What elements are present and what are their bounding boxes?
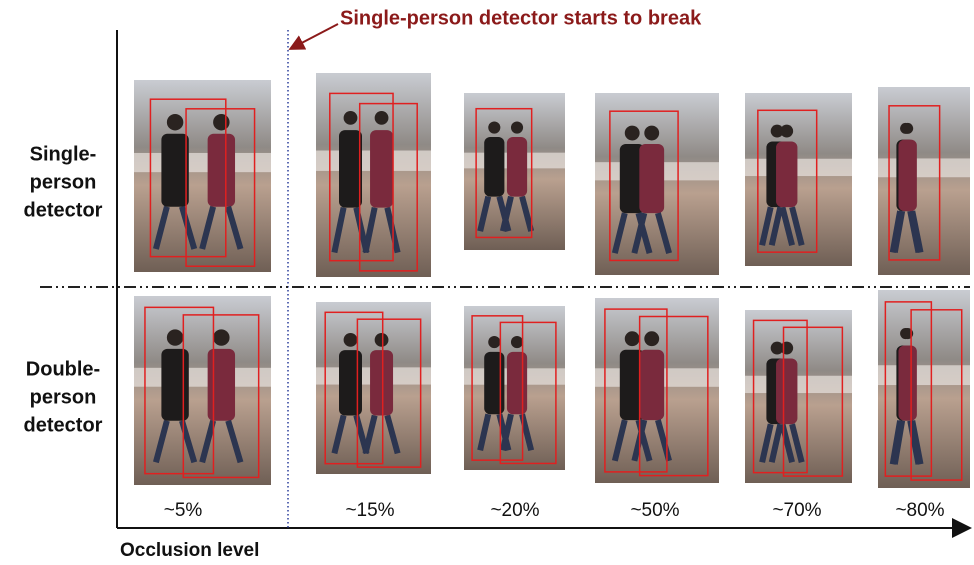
pedestrian-body xyxy=(484,352,504,414)
pedestrian-body xyxy=(507,352,527,414)
pedestrian-head xyxy=(344,111,358,125)
fence xyxy=(878,158,970,177)
pedestrian-body xyxy=(370,350,393,415)
occlusion-level: ~20% xyxy=(490,500,539,521)
row-label: Double- xyxy=(26,358,100,380)
pedestrian-head xyxy=(780,342,793,355)
figure: Single-person detector starts to break O… xyxy=(0,0,974,565)
pedestrian-body xyxy=(370,130,393,208)
pedestrian-body xyxy=(208,134,235,207)
pedestrian-head xyxy=(167,329,183,345)
photo-grid xyxy=(134,73,970,488)
pedestrian-head xyxy=(213,329,229,345)
pedestrian-head xyxy=(213,114,229,130)
row-label: detector xyxy=(24,414,103,436)
row-label: detector xyxy=(24,199,103,221)
pedestrian-body xyxy=(161,134,188,207)
pedestrian-body xyxy=(507,137,527,197)
pedestrian-head xyxy=(511,121,523,133)
annotation: Single-person detector starts to break xyxy=(340,7,702,29)
x-axis-label: Occlusion level xyxy=(120,540,259,561)
row-label: Single- xyxy=(30,143,97,165)
fence xyxy=(745,376,852,393)
fence xyxy=(745,159,852,176)
pedestrian-head xyxy=(625,126,640,141)
pedestrian-head xyxy=(644,126,659,141)
pedestrian-body xyxy=(776,141,797,207)
annotation-arrow xyxy=(292,24,338,48)
pedestrian-body xyxy=(339,350,362,415)
pedestrian-head xyxy=(375,111,389,125)
pedestrian-body xyxy=(208,349,235,421)
row-label: person xyxy=(30,386,97,408)
pedestrian-head xyxy=(488,336,500,348)
pedestrian-head xyxy=(511,336,523,348)
occlusion-level: ~70% xyxy=(772,500,821,521)
pedestrian-body xyxy=(161,349,188,421)
pedestrian-body xyxy=(639,144,664,213)
occlusion-level: ~80% xyxy=(895,500,944,521)
occlusion-level: ~15% xyxy=(345,500,394,521)
pedestrian-head xyxy=(488,121,500,133)
fence xyxy=(134,368,271,387)
fence xyxy=(878,365,970,385)
pedestrian-body xyxy=(898,140,916,211)
occlusion-level: ~5% xyxy=(164,500,203,521)
fence xyxy=(134,153,271,172)
pedestrian-head xyxy=(344,333,358,347)
pedestrian-body xyxy=(484,137,504,197)
pedestrian-body xyxy=(898,345,916,420)
row-label: person xyxy=(30,171,97,193)
pedestrian-head xyxy=(167,114,183,130)
pedestrian-head xyxy=(375,333,389,347)
pedestrian-head xyxy=(625,331,640,346)
pedestrian-body xyxy=(639,350,664,420)
pedestrian-head xyxy=(644,331,659,346)
pedestrian-body xyxy=(776,358,797,424)
occlusion-level: ~50% xyxy=(630,500,679,521)
pedestrian-head xyxy=(780,125,793,138)
pedestrian-head xyxy=(902,123,913,134)
pedestrian-body xyxy=(339,130,362,208)
